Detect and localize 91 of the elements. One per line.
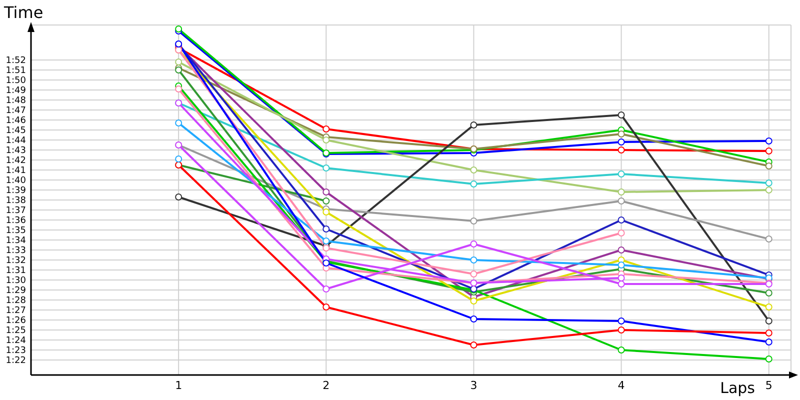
point: [618, 112, 625, 118]
y-tick-label: 1:28: [6, 296, 26, 306]
point: [618, 318, 625, 324]
y-tick-label: 1:52: [6, 56, 26, 66]
y-tick-label: 1:50: [6, 76, 26, 86]
x-tick-label: 3: [470, 378, 478, 392]
point: [175, 58, 182, 66]
point: [765, 236, 772, 242]
y-tick-label: 1:51: [6, 66, 26, 76]
y-tick-label: 1:40: [6, 176, 26, 186]
point: [322, 208, 330, 216]
y-tick-label: 1:35: [6, 226, 26, 236]
x-tick-label: 4: [618, 378, 625, 392]
y-tick-label: 1:22: [6, 356, 26, 366]
point: [175, 86, 182, 92]
point: [765, 318, 772, 324]
point: [470, 270, 478, 278]
y-tick-label: 1:42: [6, 156, 26, 166]
point: [175, 156, 182, 162]
y-tick-label: 1:23: [6, 346, 26, 356]
point: [765, 186, 772, 194]
y-tick-label: 1:45: [6, 126, 26, 136]
y-tick-label: 1:41: [6, 166, 26, 176]
x-axis-title: Laps: [720, 379, 756, 397]
point: [765, 356, 772, 362]
y-tick-label: 1:29: [6, 286, 26, 296]
point: [322, 136, 330, 144]
point: [765, 148, 772, 154]
x-tick-label: 5: [765, 378, 772, 392]
point: [765, 162, 772, 170]
point: [618, 230, 625, 236]
x-tick-label: 1: [175, 378, 182, 392]
y-tick-label: 1:34: [6, 236, 26, 246]
point: [765, 338, 772, 346]
point: [618, 138, 625, 146]
y-tick-label: 1:49: [6, 86, 26, 96]
point: [765, 290, 772, 296]
point: [175, 194, 182, 200]
point: [765, 330, 772, 336]
y-tick-label: 1:31: [6, 266, 26, 276]
y-tick-label: 1:37: [6, 206, 26, 216]
y-tick-label: 1:33: [6, 246, 26, 256]
y-tick-label: 1:48: [6, 96, 26, 106]
point: [765, 138, 772, 144]
y-tick-label: 1:32: [6, 256, 26, 266]
point: [470, 342, 478, 348]
point: [618, 130, 625, 138]
y-tick-label: 1:38: [6, 196, 26, 206]
point: [470, 180, 478, 188]
y-tick-label: 1:46: [6, 116, 26, 126]
point: [470, 298, 478, 304]
point: [618, 216, 625, 224]
point: [618, 346, 625, 354]
point: [322, 286, 330, 292]
point: [618, 274, 625, 282]
y-tick-label: 1:43: [6, 146, 26, 156]
point: [322, 304, 330, 310]
point: [618, 170, 625, 178]
point: [470, 166, 478, 174]
point: [322, 226, 330, 232]
point: [618, 246, 625, 254]
point: [322, 198, 330, 204]
point: [322, 238, 330, 244]
point: [470, 122, 478, 128]
point: [618, 326, 625, 334]
point: [618, 262, 625, 268]
y-tick-label: 1:27: [6, 306, 26, 316]
point: [322, 126, 330, 132]
point: [470, 218, 478, 224]
y-tick-label: 1:47: [6, 106, 26, 116]
y-tick-label: 1:36: [6, 216, 26, 226]
y-tick-label: 1:30: [6, 276, 26, 286]
point: [618, 188, 625, 196]
point: [322, 188, 330, 196]
point: [618, 146, 625, 154]
y-axis-title: Time: [3, 3, 44, 22]
y-tick-label: 1:25: [6, 326, 26, 336]
point: [470, 256, 478, 264]
point: [765, 180, 772, 186]
y-tick-label: 1:44: [6, 136, 26, 146]
point: [322, 164, 330, 172]
point: [470, 316, 478, 322]
point: [175, 120, 182, 126]
point: [618, 198, 625, 204]
y-tick-label: 1:39: [6, 186, 26, 196]
point: [470, 240, 478, 248]
point: [618, 280, 625, 288]
y-tick-label: 1:26: [6, 316, 26, 326]
point: [765, 304, 772, 310]
y-tick-label: 1:24: [6, 336, 26, 346]
x-tick-label: 2: [322, 378, 330, 392]
